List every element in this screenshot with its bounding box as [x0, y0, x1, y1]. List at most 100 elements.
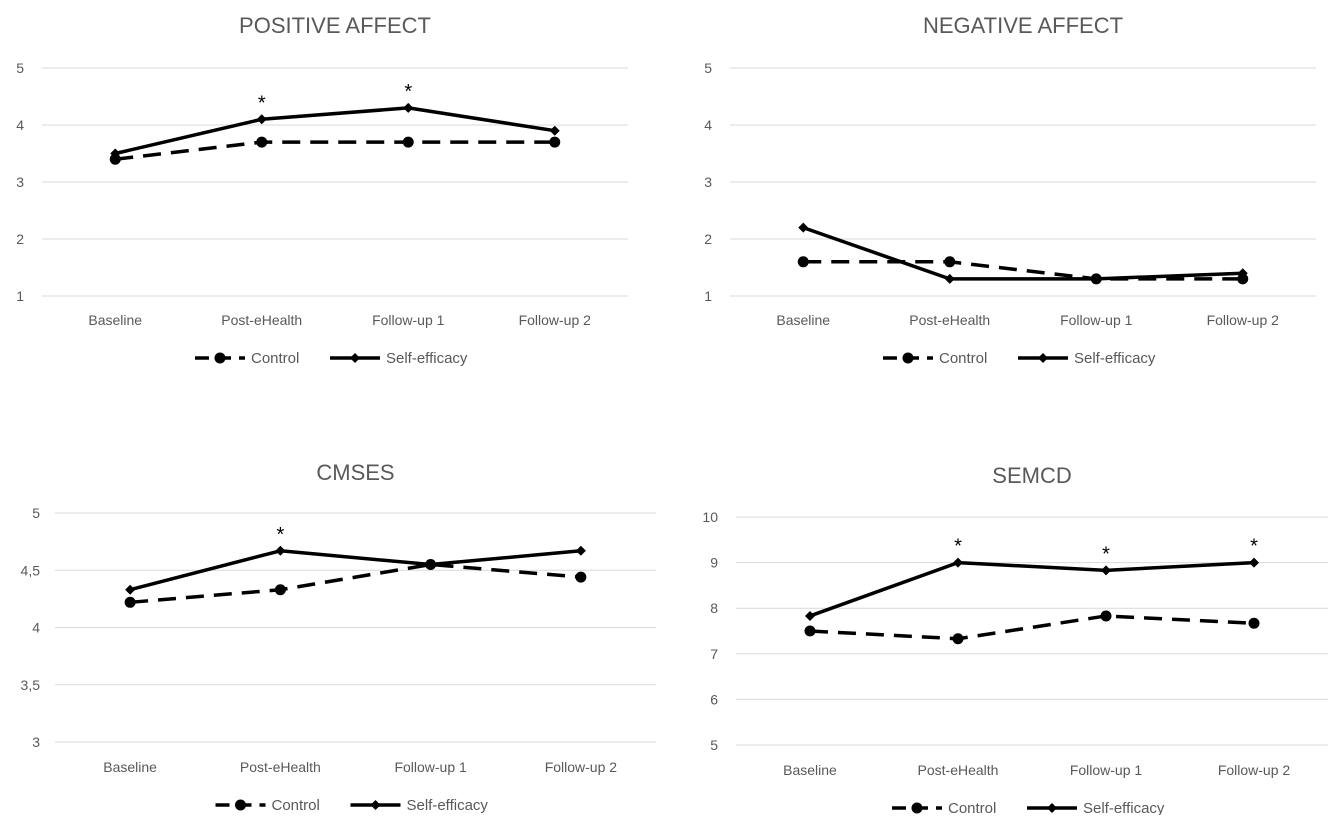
legend-marker [235, 799, 246, 811]
y-tick-label: 3 [16, 174, 24, 190]
data-point [575, 545, 586, 556]
data-point [804, 625, 816, 637]
y-tick-label: 1 [16, 288, 24, 304]
series-line [803, 260, 1243, 281]
significance-marker: * [1250, 536, 1258, 558]
legend-label: Control [251, 350, 299, 367]
legend-marker [214, 352, 226, 364]
legend: Control Self-efficacy [215, 797, 489, 814]
chart-panel-4: SEMCD 5 6 7 8 9 10 Baseline Post-eHealth Follow-u… [668, 440, 1333, 817]
x-tick-label: Follow-up 1 [1060, 312, 1133, 328]
y-tick-label: 9 [710, 555, 718, 571]
series-line [129, 549, 582, 592]
data-point [274, 584, 286, 596]
data-point [952, 633, 964, 645]
chart-svg: CMSES 3 3,5 4 4,5 5 Baseline Post-eHealth Follow… [21, 460, 656, 814]
legend: Control Self-efficacy [892, 800, 1165, 817]
x-tick-label: Follow-up 1 [1070, 762, 1143, 778]
x-tick-label: Follow-up 1 [394, 759, 467, 775]
data-point [109, 153, 121, 165]
legend-marker [1038, 353, 1048, 363]
legend-marker [911, 802, 923, 814]
series-line [809, 614, 1255, 641]
y-tick-label: 7 [710, 646, 718, 662]
series-control [797, 256, 1249, 285]
significance-marker: * [1102, 543, 1110, 565]
significance-marker: * [258, 92, 266, 114]
chart-svg: NEGATIVE AFFECT 1 2 3 4 5 Baseline Post-eHealth… [704, 13, 1316, 367]
data-point [110, 148, 121, 159]
series-line [802, 225, 1243, 281]
data-point [1237, 268, 1248, 279]
data-point [549, 125, 560, 136]
chart-title: CMSES [316, 460, 394, 485]
data-point [953, 557, 963, 568]
y-tick-label: 10 [702, 509, 718, 525]
chart-title: SEMCD [992, 463, 1071, 488]
chart-title: POSITIVE AFFECT [239, 13, 431, 38]
series-control [124, 559, 587, 608]
data-point [798, 222, 809, 233]
significance-marker: * [404, 81, 412, 103]
data-point [575, 571, 587, 583]
x-tick-label: Follow-up 2 [1207, 312, 1280, 328]
y-tick-label: 1 [704, 288, 712, 304]
series-line [114, 106, 556, 156]
data-point [549, 136, 561, 148]
chart-svg: POSITIVE AFFECT 1 2 3 4 5 Baseline Post-eHealth… [16, 13, 628, 367]
legend-marker [350, 353, 360, 363]
data-point [797, 256, 809, 268]
y-tick-label: 2 [16, 231, 24, 247]
x-tick-label: Post-eHealth [240, 759, 321, 775]
y-tick-label: 5 [32, 505, 40, 521]
legend-marker [1047, 803, 1057, 813]
y-tick-label: 3 [32, 734, 40, 750]
legend-label: Self-efficacy [386, 350, 468, 367]
x-tick-label: Baseline [103, 759, 157, 775]
data-point [1100, 610, 1112, 622]
y-tick-label: 4 [704, 117, 712, 133]
legend: Control Self-efficacy [195, 350, 468, 367]
legend-label: Control [948, 800, 996, 815]
data-point [944, 273, 955, 284]
chart-svg: SEMCD 5 6 7 8 9 10 Baseline Post-eHealth Follow-u… [702, 463, 1328, 817]
y-tick-label: 8 [710, 600, 718, 616]
data-point [805, 610, 815, 621]
y-tick-label: 4 [32, 620, 40, 636]
legend-marker [370, 800, 381, 810]
x-tick-label: Post-eHealth [909, 312, 990, 328]
legend: Control Self-efficacy [883, 350, 1156, 367]
y-tick-label: 3 [704, 174, 712, 190]
legend-marker [902, 352, 914, 364]
y-tick-label: 5 [710, 737, 718, 753]
legend-label: Self-efficacy [407, 797, 489, 814]
data-point [125, 584, 136, 595]
x-tick-label: Baseline [783, 762, 837, 778]
data-point [944, 256, 956, 268]
series-line [115, 140, 555, 161]
data-point [1248, 617, 1260, 629]
data-point [256, 114, 267, 125]
legend-label: Self-efficacy [1074, 350, 1156, 367]
series-self-efficacy [110, 102, 560, 159]
data-point [1091, 273, 1102, 284]
y-tick-label: 4,5 [21, 562, 41, 578]
series-control [109, 136, 561, 165]
data-point [275, 545, 286, 556]
data-point [402, 136, 414, 148]
series-line [129, 562, 582, 605]
significance-marker: * [276, 524, 284, 546]
legend-label: Self-efficacy [1083, 800, 1165, 815]
y-tick-label: 2 [704, 231, 712, 247]
x-tick-label: Follow-up 2 [519, 312, 592, 328]
chart-panel-2: NEGATIVE AFFECT 1 2 3 4 5 Baseline Post-eHealth… [668, 0, 1333, 380]
significance-marker: * [954, 536, 962, 558]
data-point [425, 559, 436, 570]
series-line [809, 560, 1255, 618]
data-point [1101, 565, 1111, 576]
series-control [804, 610, 1260, 645]
chart-panel-1: POSITIVE AFFECT 1 2 3 4 5 Baseline Post-eHealth… [0, 0, 660, 380]
series-self-efficacy [798, 222, 1248, 284]
y-tick-label: 6 [710, 691, 718, 707]
data-point [256, 136, 268, 148]
